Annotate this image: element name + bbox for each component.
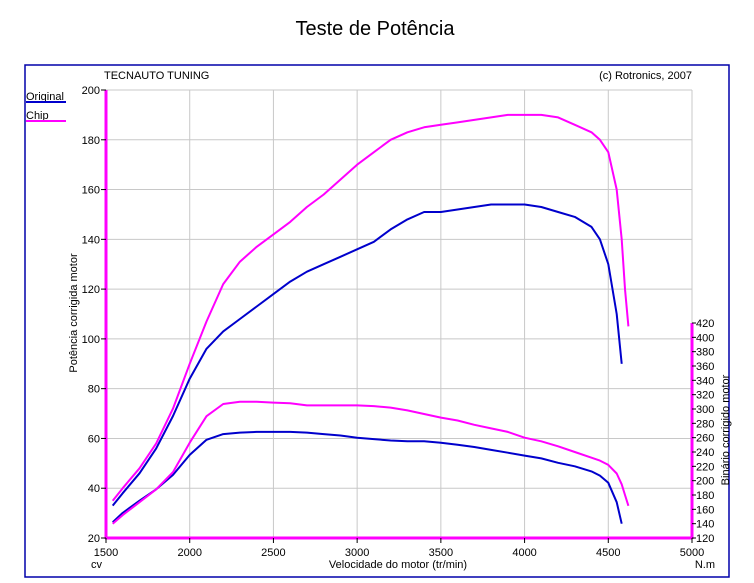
y-left-tick-label: 20 [88,533,100,545]
x-tick-label: 4000 [512,547,536,559]
legend: Original Chip [26,91,66,122]
y-left-tick-label: 60 [88,433,100,445]
y-right-tick-label: 340 [696,375,714,387]
x-unit-left: cv [91,559,103,571]
y-right-tick-label: 240 [696,447,714,459]
y-left-tick-label: 80 [88,384,100,396]
legend-label-chip: Chip [26,110,49,122]
y-left-tick-label: 160 [82,185,100,197]
y-right-tick-label: 120 [696,533,714,545]
series-line-chip-torque [112,400,630,525]
header-left-text: TECNAUTO TUNING [104,70,209,82]
x-axis-label: Velocidade do motor (tr/min) [329,559,467,571]
tick-labels: 1500 2000 2500 3000 3500 4000 4500 5000 20 40 60 80… [82,85,715,559]
x-tick-label: 3500 [429,547,453,559]
series-line-original-power [111,203,623,507]
y-left-tick-label: 180 [82,135,100,147]
chart-frame [24,64,730,578]
y-left-tick-label: 140 [82,234,100,246]
y-right-tick-label: 360 [696,361,714,373]
series-lines [111,113,630,525]
x-tick-label: 3000 [345,547,369,559]
y-right-tick-label: 180 [696,490,714,502]
y-right-tick-label: 200 [696,476,714,488]
y-right-tick-label: 320 [696,390,714,402]
legend-label-original: Original [26,91,64,103]
x-unit-right: N.m [695,559,715,571]
y-left-tick-label: 40 [88,483,100,495]
x-tick-label: 2500 [261,547,285,559]
series-line-chip-power [111,113,630,502]
x-tick-label: 2000 [177,547,201,559]
x-tick-label: 4500 [596,547,620,559]
header-right-text: (c) Rotronics, 2007 [599,70,692,82]
y-right-tick-label: 380 [696,347,714,359]
x-tick-label: 5000 [680,547,704,559]
y-right-tick-label: 300 [696,404,714,416]
y-axis-label-left: Potência corrigida motor [68,253,80,373]
grid [105,89,693,539]
x-tick-label: 1500 [94,547,118,559]
y-right-tick-label: 260 [696,433,714,445]
y-right-tick-label: 400 [696,332,714,344]
y-right-tick-label: 140 [696,519,714,531]
chart-title: Teste de Potência [295,18,455,40]
y-left-tick-label: 100 [82,334,100,346]
axes [101,89,696,543]
y-left-tick-label: 200 [82,85,100,97]
y-right-tick-label: 220 [696,461,714,473]
series-line-original-torque [112,430,623,524]
y-right-tick-label: 280 [696,418,714,430]
y-left-tick-label: 120 [82,284,100,296]
y-right-tick-label: 420 [696,318,714,330]
y-axis-label-right: Binário corrigido motor [720,374,732,485]
y-right-tick-label: 160 [696,504,714,516]
